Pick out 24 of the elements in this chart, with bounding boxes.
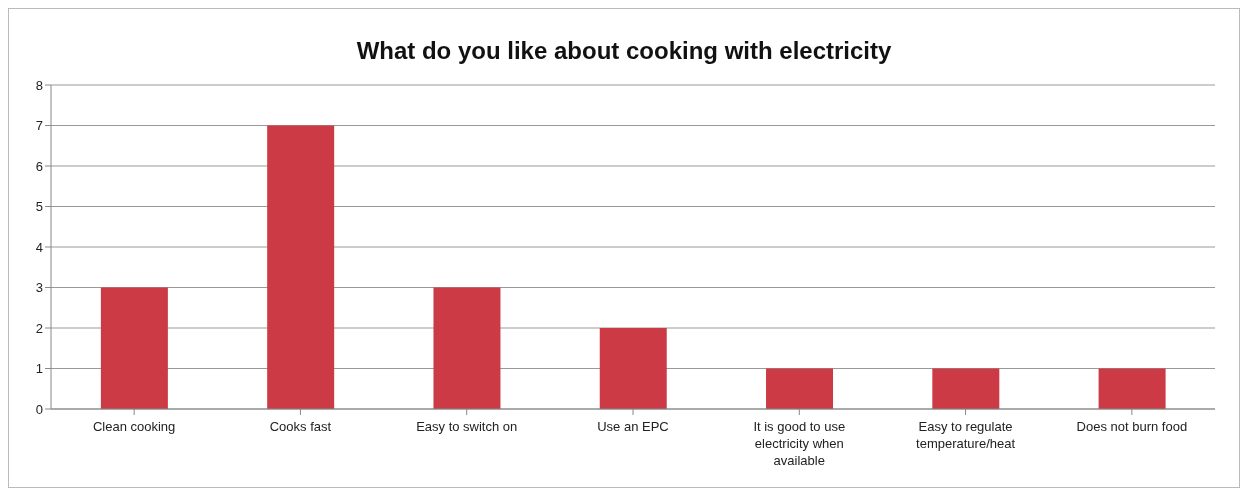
- bar: [766, 368, 834, 409]
- y-tick-label: 5: [35, 199, 43, 215]
- y-tick-label: 4: [35, 239, 43, 255]
- x-tick-label: Clean cooking: [92, 419, 176, 434]
- x-tick-label: Easy to switch on: [416, 419, 518, 434]
- bar: [932, 368, 1000, 409]
- y-tick-label: 0: [35, 401, 43, 417]
- bar: [100, 287, 168, 409]
- bar: [599, 328, 667, 409]
- y-tick-label: 2: [35, 320, 43, 336]
- y-tick-label: 6: [35, 158, 43, 174]
- x-tick-label: It is good to use electricity when available: [753, 419, 846, 468]
- bar: [433, 287, 501, 409]
- x-tick-label: Easy to regulate temperature/heat: [916, 419, 1016, 451]
- y-tick-label: 7: [35, 118, 43, 134]
- y-tick-label: 3: [35, 280, 43, 296]
- bar: [1098, 368, 1166, 409]
- chart-title: What do you like about cooking with electricity: [355, 37, 893, 66]
- bar: [267, 125, 335, 409]
- y-tick-label: 1: [35, 361, 43, 377]
- x-tick-label: Cooks fast: [269, 419, 332, 434]
- y-tick-label: 8: [35, 77, 43, 93]
- x-tick-label: Use an EPC: [597, 419, 669, 434]
- x-tick-label: Does not burn food: [1076, 419, 1188, 434]
